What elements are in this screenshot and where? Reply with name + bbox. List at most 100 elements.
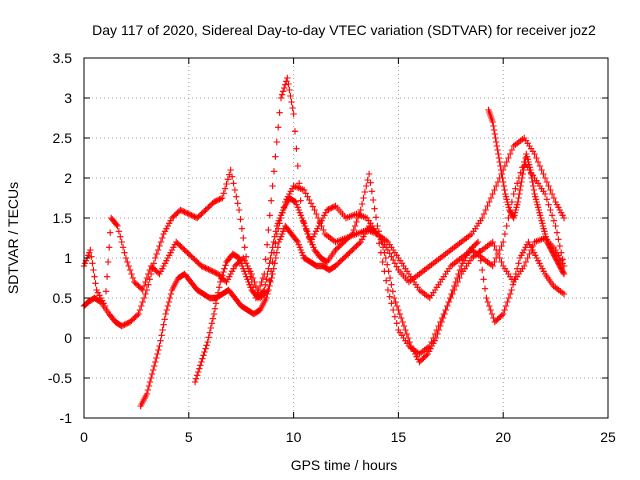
- data-point: [403, 330, 410, 338]
- data-point: [146, 276, 153, 283]
- data-point: [370, 226, 377, 234]
- data-point: [239, 262, 246, 270]
- data-point: [322, 209, 329, 216]
- data-point: [560, 214, 568, 222]
- data-point: [553, 256, 560, 263]
- data-point: [512, 206, 519, 214]
- data-point: [515, 194, 522, 202]
- data-point: [552, 198, 559, 206]
- data-point: [416, 358, 423, 366]
- data-point: [114, 222, 121, 230]
- data-point: [490, 122, 497, 130]
- data-point: [524, 156, 531, 163]
- data-point: [424, 350, 431, 358]
- data-point: [214, 196, 222, 204]
- data-point: [128, 270, 135, 278]
- data-point: [291, 198, 298, 205]
- data-point: [503, 196, 510, 203]
- data-point: [266, 212, 273, 219]
- data-point: [467, 245, 475, 252]
- data-point: [234, 200, 241, 207]
- data-point: [180, 208, 187, 215]
- data-point: [329, 204, 336, 211]
- data-point: [379, 258, 386, 266]
- y-tick-labels: -1 -0.5 0 0.5 1 1.5 2 2.5 3 3.5: [48, 50, 72, 426]
- data-point: [421, 353, 429, 360]
- data-point: [142, 290, 149, 298]
- data-point: [554, 258, 561, 266]
- data-point: [306, 196, 313, 204]
- data-point: [351, 222, 359, 230]
- y-tick-label: 0.5: [53, 290, 73, 306]
- data-point: [300, 220, 308, 227]
- data-point: [304, 228, 311, 235]
- data-point: [293, 145, 300, 152]
- data-point: [536, 162, 544, 170]
- data-point: [395, 306, 402, 314]
- data-point: [393, 263, 400, 270]
- data-point: [520, 166, 527, 174]
- data-point: [294, 238, 301, 246]
- data-point: [160, 321, 167, 328]
- data-point: [131, 314, 138, 322]
- data-point: [333, 261, 341, 268]
- data-point: [174, 240, 181, 247]
- data-point: [301, 222, 309, 230]
- data-point: [263, 241, 271, 248]
- data-point: [113, 221, 120, 228]
- data-point: [392, 298, 399, 306]
- data-point: [223, 180, 230, 188]
- data-point: [540, 268, 547, 275]
- data-point: [126, 318, 134, 326]
- data-point: [275, 124, 282, 131]
- data-point: [275, 217, 283, 224]
- data-point: [160, 262, 167, 270]
- data-point: [276, 214, 284, 222]
- data-point: [361, 188, 369, 196]
- data-point: [344, 234, 352, 242]
- data-point: [270, 168, 278, 175]
- data-point: [146, 378, 154, 386]
- data-point: [219, 272, 226, 279]
- data-point: [194, 258, 201, 266]
- data-point: [208, 201, 215, 208]
- data-point: [201, 348, 208, 356]
- data-point: [198, 358, 205, 366]
- data-point: [192, 375, 200, 382]
- data-point: [182, 248, 190, 255]
- data-point: [559, 268, 566, 275]
- x-tick-label: 20: [495, 429, 511, 445]
- data-point: [226, 273, 233, 280]
- data-point: [192, 214, 199, 221]
- data-point: [163, 306, 170, 314]
- data-point: [164, 222, 171, 230]
- data-point: [101, 302, 109, 310]
- data-point: [483, 294, 490, 302]
- data-point: [96, 292, 103, 299]
- data-point: [556, 206, 563, 214]
- data-point: [333, 245, 341, 252]
- data-point: [125, 262, 132, 270]
- data-point: [527, 244, 535, 251]
- data-point: [139, 286, 146, 294]
- data-point: [133, 312, 141, 319]
- y-tick-label: 3: [64, 90, 72, 106]
- data-point: [203, 342, 210, 349]
- plot-frame: [83, 57, 609, 419]
- data-point: [541, 228, 548, 235]
- data-point: [533, 254, 540, 262]
- data-point: [523, 150, 530, 158]
- data-point: [451, 282, 458, 290]
- data-point: [511, 209, 519, 216]
- data-point: [259, 274, 267, 282]
- data-point: [559, 212, 566, 219]
- data-point: [356, 210, 363, 218]
- data-point: [300, 186, 308, 194]
- data-point: [260, 288, 267, 295]
- data-point: [168, 246, 176, 254]
- data-point: [531, 150, 538, 158]
- data-point: [129, 274, 137, 282]
- data-point: [154, 350, 161, 358]
- data-point: [458, 262, 465, 270]
- data-point: [479, 214, 486, 222]
